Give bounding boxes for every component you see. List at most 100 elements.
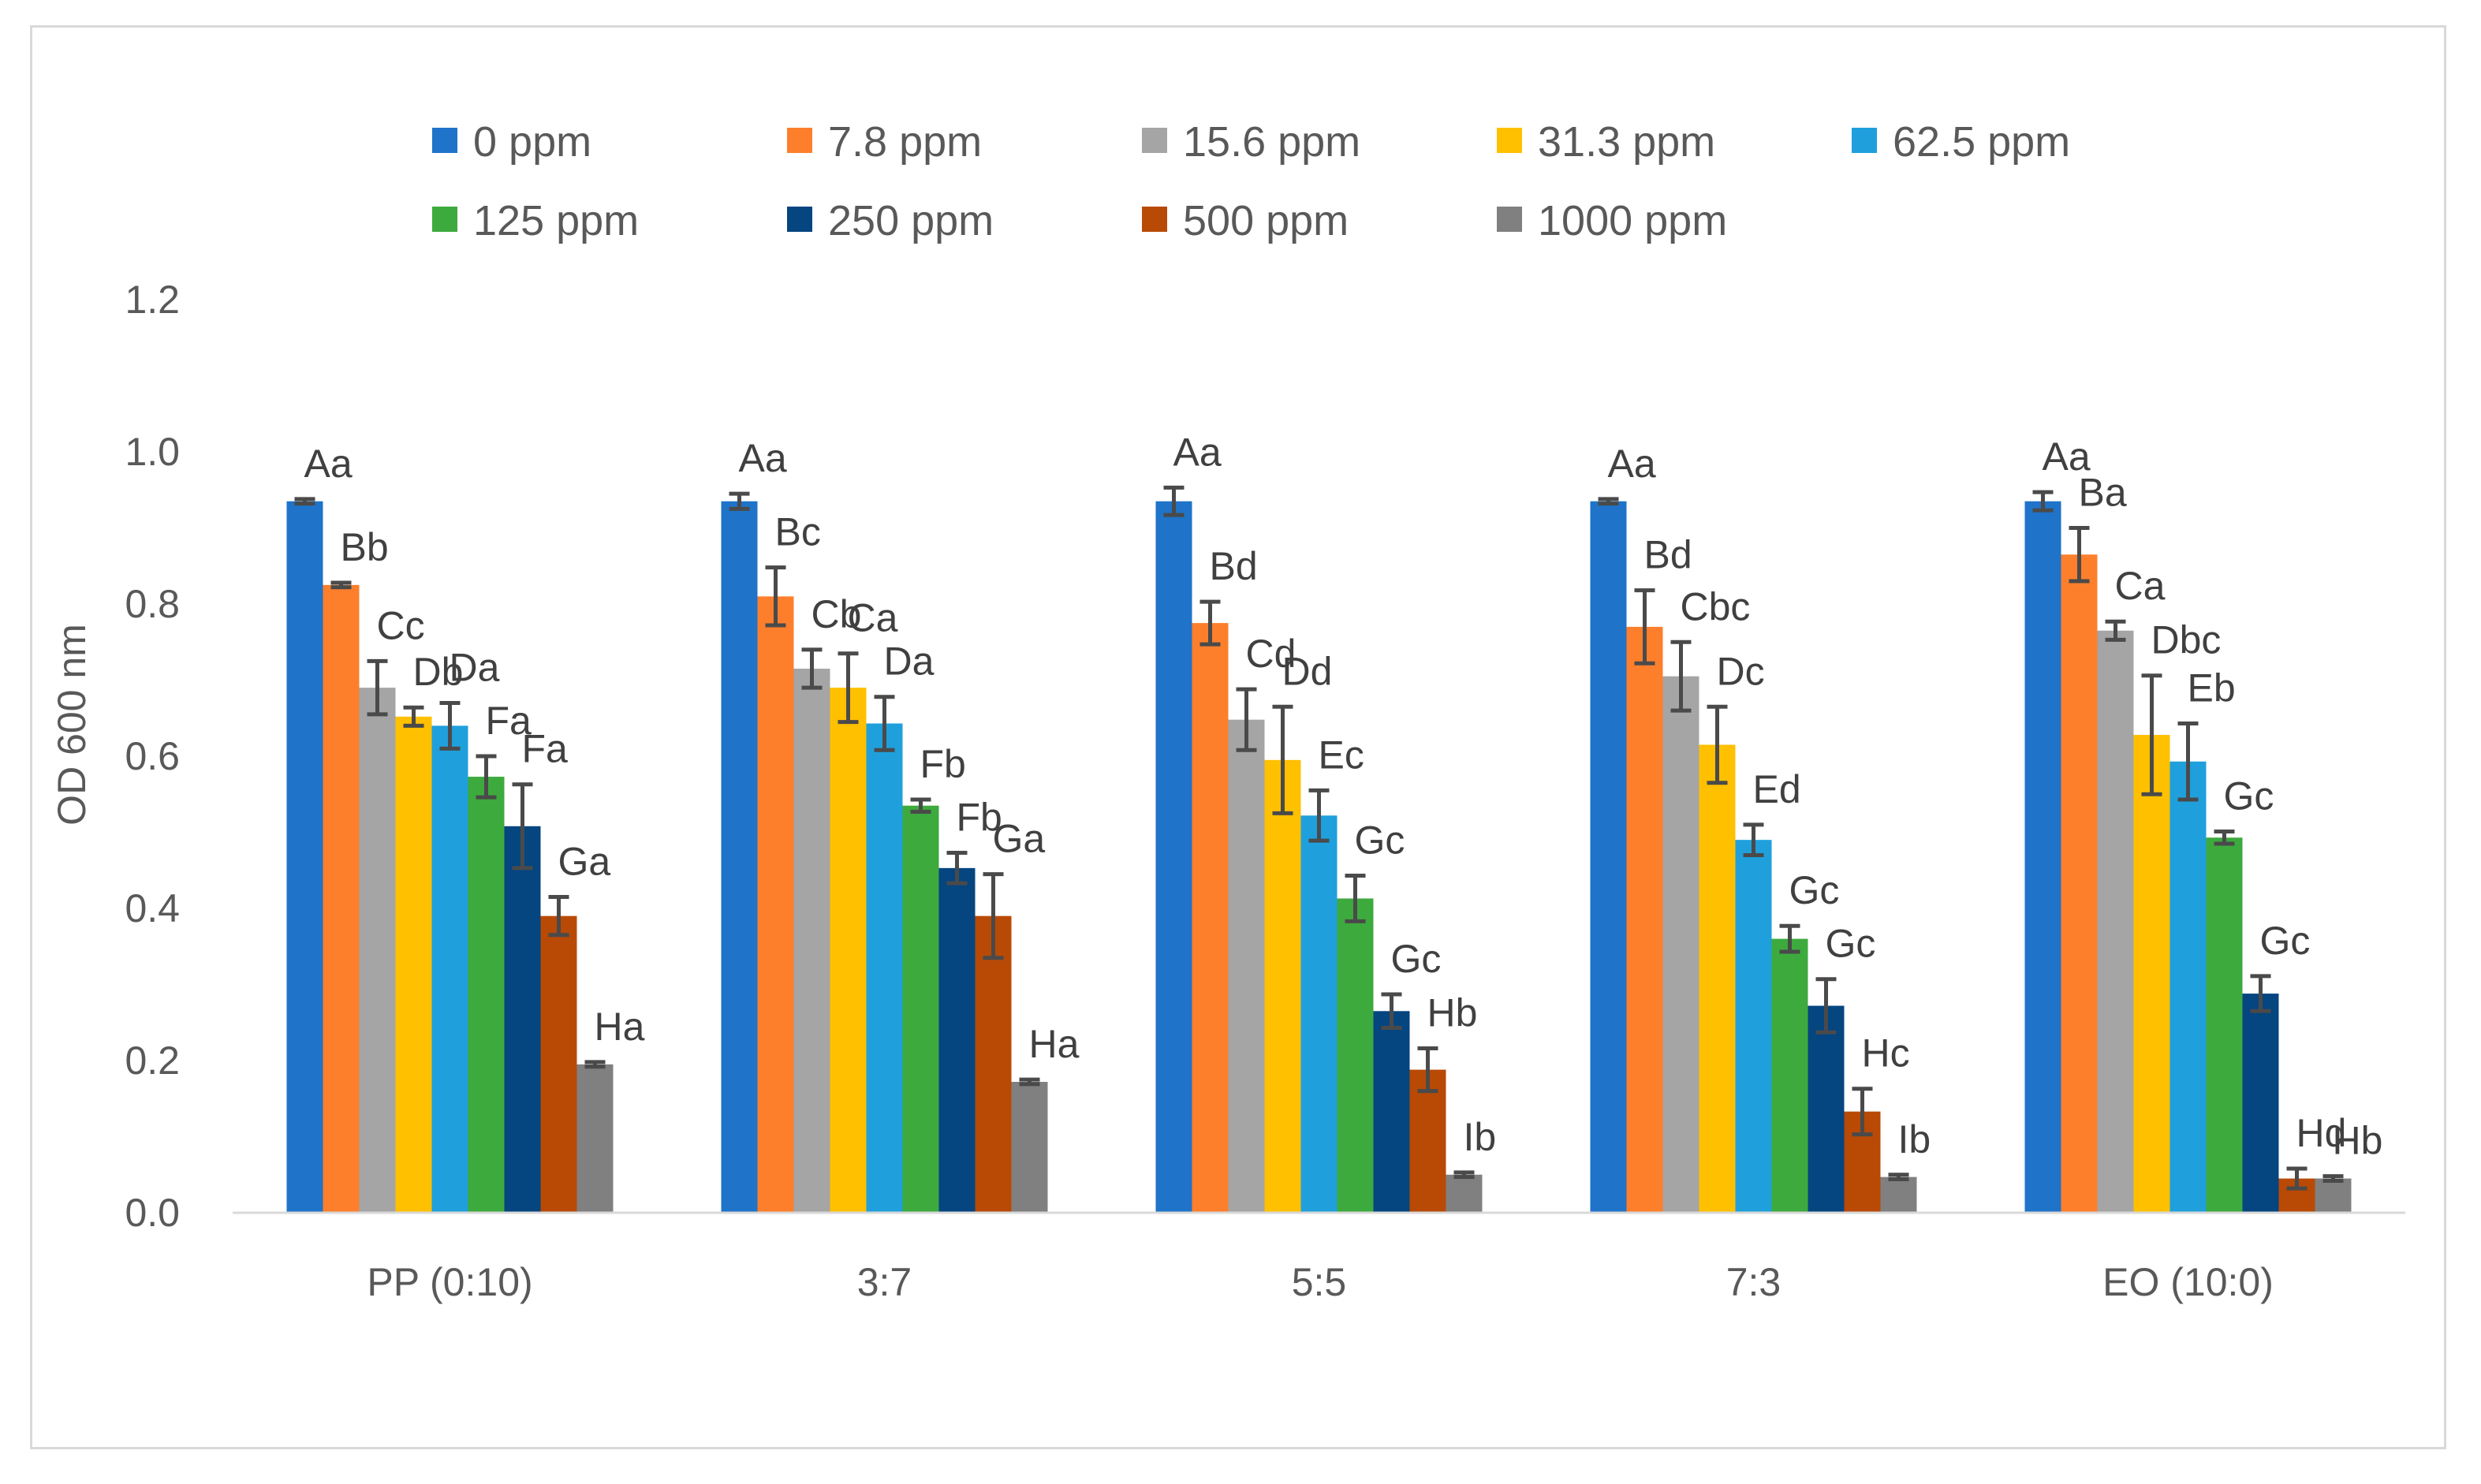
- bar: [1735, 840, 1772, 1213]
- error-bar: [874, 695, 895, 752]
- error-bar: [1308, 788, 1330, 843]
- error-bar: [584, 1060, 606, 1069]
- significance-letter: Aa: [2043, 434, 2091, 479]
- significance-letter: Ha: [595, 1005, 645, 1049]
- bar: [540, 915, 577, 1213]
- error-bar: [2322, 1174, 2344, 1183]
- error-bar: [983, 872, 1004, 960]
- significance-letter: Aa: [1608, 442, 1656, 486]
- significance-letter: Da: [884, 639, 935, 684]
- significance-letter: Aa: [739, 436, 787, 480]
- significance-letters: AaBbCcDbDaFaFaGaHaAaBcCbCaDaFbFbGaHaAaBd…: [304, 430, 2383, 1162]
- significance-letter: Bb: [341, 525, 389, 569]
- bar: [1699, 744, 1736, 1213]
- y-tick-label: 0.4: [125, 886, 180, 930]
- bar: [721, 501, 758, 1213]
- error-bar: [1417, 1046, 1438, 1094]
- bar: [2097, 630, 2134, 1213]
- significance-letter: Gc: [2224, 774, 2274, 818]
- error-bar: [1815, 977, 1837, 1035]
- bar: [1155, 501, 1192, 1213]
- significance-letter: Cd: [1246, 632, 1296, 676]
- error-bar: [2250, 974, 2271, 1013]
- significance-letter: Cc: [377, 603, 425, 647]
- significance-letter: Hd: [2296, 1111, 2347, 1155]
- bar: [504, 826, 541, 1213]
- bar: [1011, 1082, 1048, 1213]
- bar: [866, 723, 903, 1213]
- bar: [938, 867, 976, 1213]
- significance-letter: Bc: [775, 510, 821, 554]
- significance-letter: Gc: [1789, 868, 1840, 912]
- significance-letter: Bd: [1210, 544, 1258, 588]
- bar: [1880, 1176, 1917, 1213]
- significance-letter: Ca: [848, 596, 898, 640]
- error-bar: [367, 658, 388, 717]
- legend-swatch: [1497, 207, 1522, 232]
- x-tick-label: PP (0:10): [367, 1260, 532, 1304]
- error-bar: [476, 754, 497, 800]
- significance-letter: Aa: [1173, 430, 1222, 474]
- legend-swatch: [787, 207, 812, 232]
- bar: [1373, 1011, 1410, 1213]
- error-bar: [1272, 704, 1293, 815]
- bar: [286, 501, 323, 1213]
- y-tick-label: 1.0: [125, 430, 180, 474]
- error-bar: [2141, 673, 2162, 796]
- x-tick-label: 7:3: [1726, 1260, 1781, 1304]
- significance-letter: Db: [413, 650, 464, 694]
- bars: [286, 501, 2352, 1213]
- error-bar: [1888, 1173, 1909, 1182]
- significance-letter: Cb: [811, 592, 862, 636]
- legend-label: 250 ppm: [828, 197, 994, 244]
- y-tick-label: 1.2: [125, 278, 180, 322]
- significance-letter: Ec: [1319, 733, 1364, 777]
- legend-label: 31.3 ppm: [1538, 118, 1715, 166]
- legend-label: 62.5 ppm: [1893, 118, 2070, 166]
- significance-letter: Bd: [1644, 533, 1692, 577]
- bar: [830, 688, 867, 1213]
- significance-letter: Aa: [304, 442, 353, 486]
- bar: [793, 669, 830, 1213]
- error-bar: [1453, 1170, 1475, 1180]
- error-bar: [1743, 822, 1764, 857]
- error-bar: [439, 700, 461, 751]
- significance-letter: Ib: [1464, 1115, 1497, 1159]
- error-bar: [1345, 874, 1366, 923]
- error-bar: [1199, 599, 1221, 647]
- error-bar: [2214, 830, 2235, 846]
- legend-label: 125 ppm: [473, 197, 639, 244]
- bar: [2024, 501, 2061, 1213]
- error-bar: [838, 651, 859, 725]
- error-bar: [729, 491, 750, 511]
- x-tick-label: 5:5: [1292, 1260, 1347, 1304]
- significance-letter: Cbc: [1681, 584, 1751, 628]
- error-bar: [1163, 485, 1185, 517]
- bar: [2206, 837, 2243, 1213]
- error-bar: [512, 782, 533, 871]
- significance-letter: Ha: [1029, 1022, 1080, 1066]
- bar: [2315, 1178, 2352, 1213]
- y-tick-label: 0.0: [125, 1191, 180, 1235]
- bar: [1192, 623, 1229, 1213]
- bar: [395, 716, 432, 1213]
- bar: [1228, 719, 1265, 1213]
- error-bar: [1670, 639, 1692, 713]
- legend: 0 ppm 7.8 ppm 15.6 ppm 31.3 ppm 62.5 ppm 125 …: [432, 118, 2070, 244]
- error-bar: [294, 497, 315, 506]
- y-tick-label: 0.6: [125, 734, 180, 778]
- bar: [2242, 994, 2279, 1213]
- legend-label: 500 ppm: [1183, 197, 1349, 244]
- error-bar: [946, 851, 968, 886]
- significance-letter: Gc: [1355, 818, 1405, 863]
- error-bar: [548, 895, 569, 938]
- error-bar: [1634, 588, 1655, 666]
- error-bar: [1852, 1087, 1873, 1137]
- legend-swatch: [1497, 128, 1522, 153]
- bar: [757, 596, 794, 1213]
- error-bar: [1779, 923, 1800, 954]
- legend-label: 1000 ppm: [1538, 197, 1727, 244]
- error-bar: [765, 565, 786, 628]
- x-tick-label: EO (10:0): [2102, 1260, 2274, 1304]
